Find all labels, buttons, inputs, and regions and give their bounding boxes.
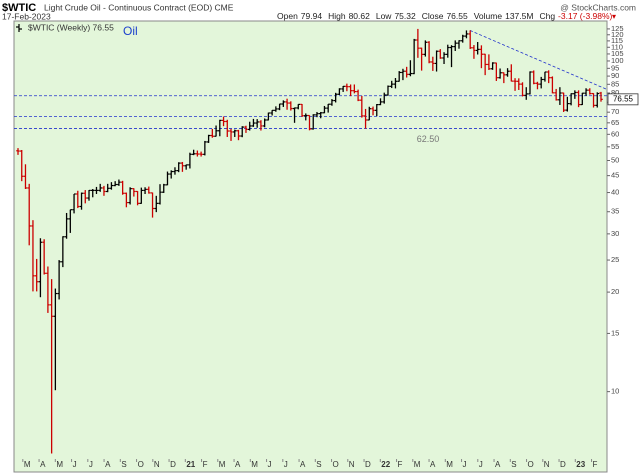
quote-value: 137.5M xyxy=(505,11,533,21)
x-tick-label: F xyxy=(593,460,598,469)
x-tick-label: F xyxy=(398,460,403,469)
x-tick-label: J xyxy=(89,460,93,469)
legend-text: $WTIC (Weekly) 76.55 xyxy=(28,22,114,32)
x-tick-label: J xyxy=(268,460,272,469)
x-tick-label: O xyxy=(138,460,144,469)
price-label: 76.55 xyxy=(613,94,634,103)
quote-value: 76.55 xyxy=(446,11,468,21)
x-tick-label: J xyxy=(479,460,483,469)
x-tick-label: A xyxy=(300,460,306,469)
y-tick-label: 125 xyxy=(611,24,624,33)
y-tick-label: 90 xyxy=(611,71,619,80)
x-tick-label: A xyxy=(105,460,111,469)
y-tick-label: 60 xyxy=(611,129,619,138)
x-tick-label: A xyxy=(430,460,436,469)
x-tick-label: D xyxy=(170,460,176,469)
y-tick-label: 30 xyxy=(611,229,619,238)
y-tick-label: 100 xyxy=(611,56,624,65)
x-tick-label: S xyxy=(316,460,321,469)
y-tick-label: 115 xyxy=(611,36,623,45)
x-tick-label: O xyxy=(333,460,339,469)
y-tick-label: 65 xyxy=(611,118,619,127)
x-tick-label: S xyxy=(511,460,516,469)
x-tick-label: M xyxy=(219,460,226,469)
x-tick-label: N xyxy=(154,460,160,469)
x-tick-label: D xyxy=(365,460,371,469)
x-tick-label: D xyxy=(560,460,566,469)
quote-label: Close xyxy=(422,11,444,21)
x-tick-label: S xyxy=(121,460,126,469)
plot-area xyxy=(13,20,608,473)
y-tick-label: 20 xyxy=(611,287,619,296)
quote-label: Volume xyxy=(474,11,503,21)
x-tick-label: 23 xyxy=(576,460,585,469)
x-tick-label: M xyxy=(251,460,258,469)
x-tick-label: 22 xyxy=(381,460,390,469)
y-tick-label: 50 xyxy=(611,155,619,164)
x-tick-label: J xyxy=(73,460,77,469)
quote-label: Low xyxy=(376,11,392,21)
x-tick-label: M xyxy=(24,460,31,469)
x-tick-label: N xyxy=(544,460,550,469)
y-tick-label: 70 xyxy=(611,107,619,116)
x-tick-label: M xyxy=(446,460,453,469)
y-tick-label: 85 xyxy=(611,79,619,88)
y-tick-label: 15 xyxy=(611,328,619,337)
chart-title: Light Crude Oil - Continuous Contract (E… xyxy=(44,2,234,12)
quote-value: -3.17 (-3.98%) xyxy=(558,11,612,21)
date: 17-Feb-2023 xyxy=(2,11,51,21)
x-tick-label: 21 xyxy=(186,460,195,469)
x-tick-label: F xyxy=(203,460,208,469)
quote-label: Chg xyxy=(539,11,555,21)
y-tick-label: 105 xyxy=(611,49,624,58)
x-tick-label: O xyxy=(528,460,534,469)
x-tick-label: J xyxy=(284,460,288,469)
y-tick-label: 35 xyxy=(611,207,619,216)
y-tick-label: 55 xyxy=(611,142,619,151)
y-tick-label: 25 xyxy=(611,255,619,264)
down-arrow: ▾ xyxy=(612,12,616,21)
x-tick-label: A xyxy=(235,460,241,469)
x-tick-label: M xyxy=(414,460,421,469)
annotation: Oil xyxy=(123,24,138,38)
quote-value: 79.94 xyxy=(301,11,323,21)
quote-line: Open 79.94 High 80.62 Low 75.32 Close 76.55 Volu… xyxy=(277,11,613,21)
quote-label: High xyxy=(328,11,346,21)
x-tick-label: N xyxy=(349,460,355,469)
x-tick-label: M xyxy=(56,460,63,469)
x-tick-label: A xyxy=(40,460,46,469)
y-tick-label: 110 xyxy=(611,42,623,51)
watermark: @ StockCharts.com xyxy=(560,2,636,12)
symbol: $WTIC xyxy=(2,2,36,14)
y-tick-label: 120 xyxy=(611,30,624,39)
x-tick-label: J xyxy=(463,460,467,469)
quote-label: Open xyxy=(277,11,298,21)
y-tick-label: 40 xyxy=(611,188,619,197)
y-tick-label: 45 xyxy=(611,171,619,180)
quote-value: 75.32 xyxy=(394,11,416,21)
horizontal-line-label: 62.50 xyxy=(417,134,440,144)
x-tick-label: A xyxy=(495,460,501,469)
y-tick-label: 80 xyxy=(611,88,619,97)
price-label-box xyxy=(607,93,639,106)
quote-value: 80.62 xyxy=(349,11,371,21)
y-tick-label: 95 xyxy=(611,63,619,72)
y-tick-label: 10 xyxy=(611,387,619,396)
